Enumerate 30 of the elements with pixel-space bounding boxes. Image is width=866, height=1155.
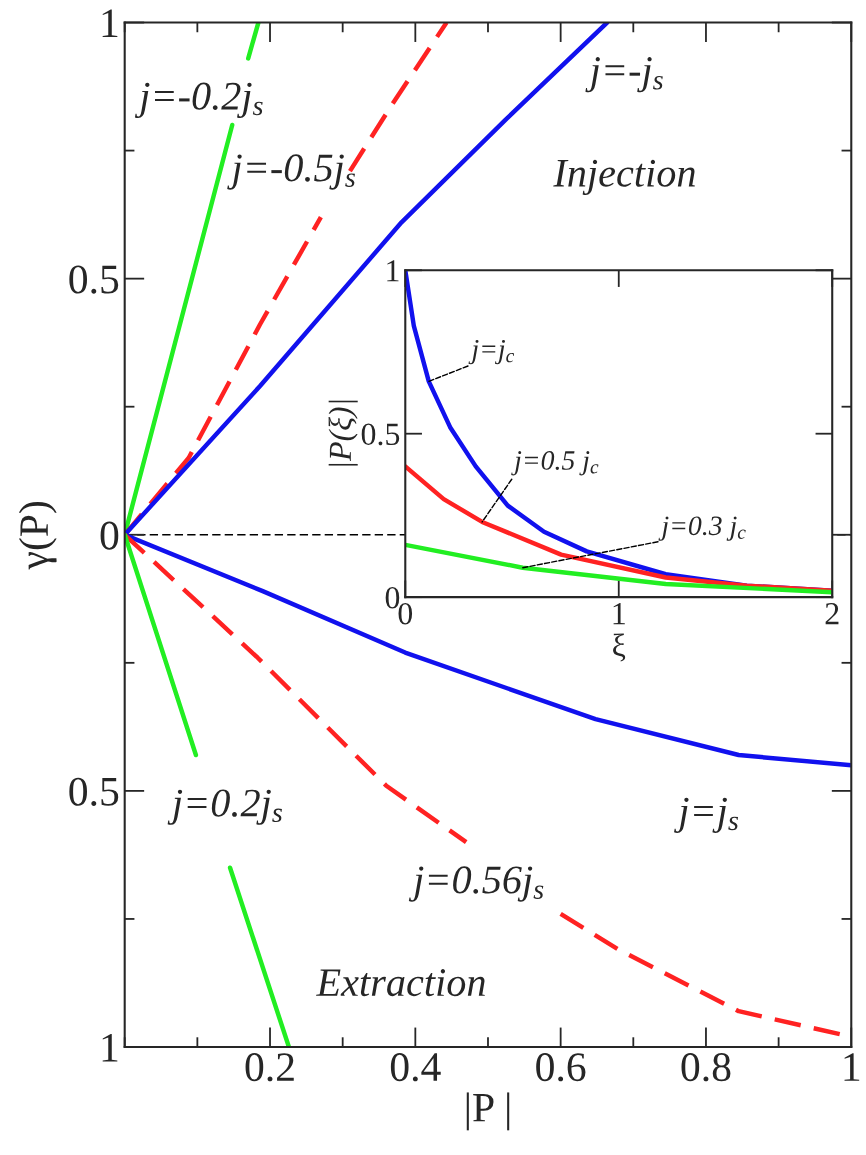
y-tick-label: 0.5: [69, 265, 119, 294]
series-label: j=-j$_{s}$: [585, 57, 663, 93]
series-label: j=-0.2j$_{s}$: [134, 82, 263, 118]
x-tick-label: 2: [825, 603, 839, 625]
x-axis-title: |P |: [466, 1092, 510, 1131]
annotation: j=0.3 j$_{c}$: [658, 516, 746, 541]
series-label: j=0.2j$_{s}$: [167, 789, 282, 825]
series-label: j=-0.5j$_{s}$: [227, 154, 355, 190]
annotation: j=j$_{c}$: [468, 339, 515, 365]
y-tick-label: 0.5: [361, 423, 400, 446]
x-axis-title: ξ: [613, 633, 626, 662]
annotation: Extraction: [316, 969, 485, 997]
x-tick-label: 0.8: [681, 1053, 731, 1082]
y-tick-label: 0: [385, 586, 400, 609]
x-tick-label: 0.4: [390, 1053, 441, 1082]
x-tick-label: 1: [613, 603, 625, 625]
x-tick-label: 0.6: [536, 1053, 586, 1082]
x-tick-label: 0.2: [245, 1053, 294, 1082]
y-axis-title: |P(ξ)|: [328, 400, 358, 466]
y-tick-label: 0.5: [69, 777, 119, 806]
annotation: Injection: [553, 159, 695, 196]
series-label: j=0.56j$_{s}$: [408, 866, 544, 902]
y-tick-label: 1: [387, 260, 399, 282]
y-tick-label: 1: [102, 9, 118, 37]
series-label: j=j$_{s}$: [674, 797, 739, 833]
y-axis-title: γ(P): [18, 501, 57, 570]
y-tick-label: 1: [102, 1033, 118, 1062]
y-tick-label: 0: [100, 521, 119, 550]
x-tick-label: 1: [844, 1053, 860, 1081]
annotation: j=0.5 j$_{c}$: [511, 451, 599, 476]
